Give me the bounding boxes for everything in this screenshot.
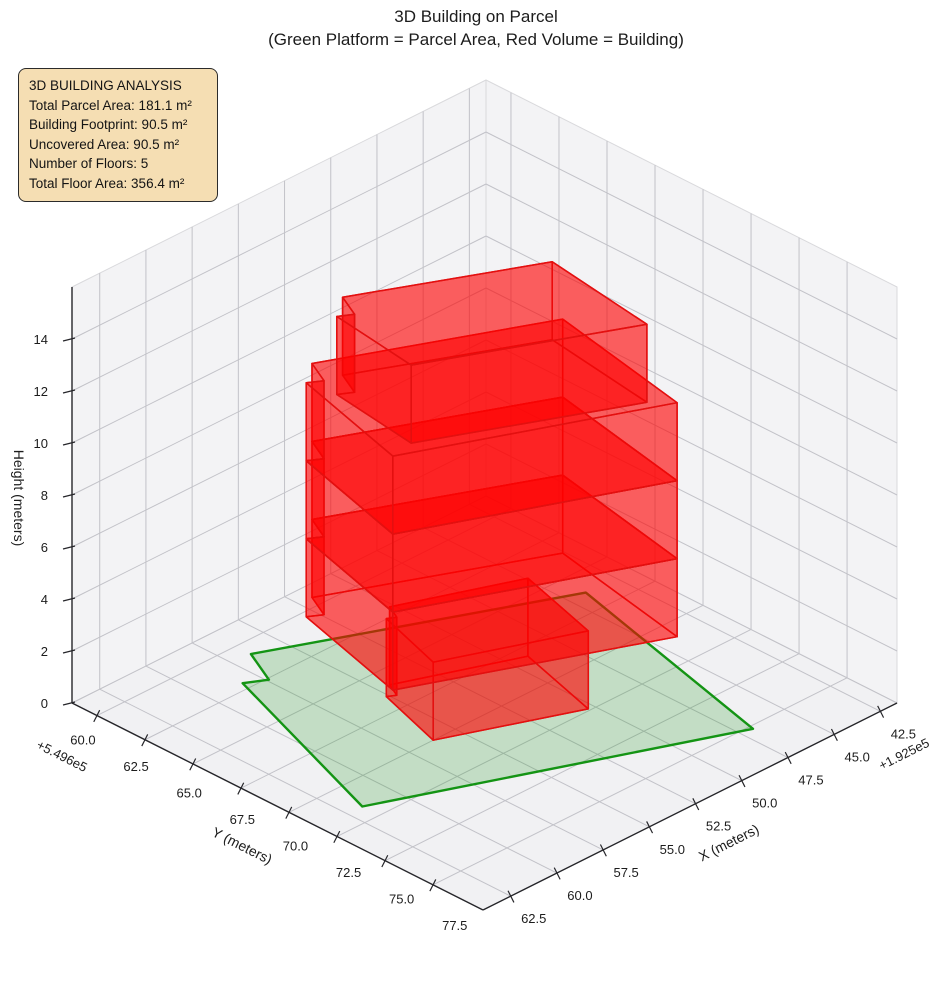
- z-tick-label: 2: [41, 644, 48, 659]
- info-uncovered-area: Uncovered Area: 90.5 m²: [29, 136, 180, 152]
- info-total-floor-area: Total Floor Area: 356.4 m²: [29, 175, 185, 191]
- y-axis-line: [71, 702, 484, 911]
- y-tick-mark: [333, 830, 341, 844]
- grid-line-z-right: [485, 287, 898, 496]
- analysis-info-box: 3D BUILDING ANALYSIS Total Parcel Area: …: [18, 68, 218, 202]
- plot-title: 3D Building on Parcel: [394, 7, 557, 26]
- grid-line-z-right: [485, 391, 898, 600]
- grid-line-z-right: [485, 495, 898, 704]
- z-tick-mark: [62, 597, 76, 602]
- grid-line-z-right: [485, 235, 898, 444]
- grid-line-z-left: [71, 235, 487, 444]
- z-tick-mark: [62, 389, 76, 394]
- building-floor-5-front-right: [410, 323, 648, 444]
- y-axis-label: Y (meters): [210, 824, 275, 868]
- z-tick-mark: [62, 337, 76, 342]
- grid-line-z-left: [71, 391, 487, 600]
- z-tick-label: 10: [34, 436, 48, 451]
- z-tick-label: 0: [41, 696, 48, 711]
- grid-line-x: [238, 619, 650, 828]
- x-tick-label: 47.5: [798, 773, 823, 788]
- grid-line-z-right: [485, 339, 898, 548]
- building-floor-4-front-right: [392, 401, 678, 535]
- grid-line-z-left: [71, 287, 487, 496]
- x-tick-label: 42.5: [891, 726, 916, 741]
- grid-line-x: [145, 665, 558, 874]
- grid-line-y: [288, 604, 704, 813]
- y-tick-label: 67.5: [230, 812, 255, 827]
- grid-line-z-left: [71, 443, 487, 652]
- x-tick-label: 57.5: [613, 865, 638, 880]
- grid-line-z-right: [485, 131, 898, 340]
- x-tick-mark: [877, 705, 885, 718]
- grid-line-x: [284, 596, 696, 805]
- grid-line-x: [330, 573, 742, 782]
- grid-line-z-left: [71, 495, 487, 704]
- x-tick-mark: [599, 844, 607, 857]
- z-tick-label: 6: [41, 540, 48, 555]
- info-number-of-floors: Number of Floors: 5: [29, 156, 149, 171]
- z-tick-label: 8: [41, 488, 48, 503]
- z-tick-mark: [62, 649, 76, 654]
- z-tick-mark: [62, 441, 76, 446]
- z-tick-mark: [62, 701, 76, 706]
- grid-line-y: [192, 556, 608, 765]
- grid-line-z-right: [485, 443, 898, 652]
- grid-line-z-left: [71, 183, 487, 392]
- grid-line-z-left: [71, 339, 487, 548]
- y-tick-mark: [285, 806, 293, 819]
- x-tick-mark: [646, 821, 654, 834]
- x-tick-label: 60.0: [567, 888, 592, 903]
- z-tick-label: 14: [34, 332, 48, 347]
- x-tick-label: 52.5: [706, 819, 731, 834]
- x-tick-mark: [830, 728, 838, 741]
- x-tick-label: 50.0: [752, 796, 777, 811]
- building-floor-1-front-right: [432, 630, 590, 741]
- grid-line-z-left: [71, 131, 487, 340]
- grid-line-y: [432, 677, 848, 886]
- z-tick-label: 4: [41, 592, 48, 607]
- y-tick-mark: [237, 782, 245, 795]
- grid-line-x: [469, 503, 881, 712]
- y-tick-label: 60.0: [70, 733, 95, 748]
- x-tick-mark: [738, 774, 746, 788]
- y-tick-label: 75.0: [389, 891, 414, 906]
- y-tick-mark: [381, 854, 389, 868]
- y-tick-label: 72.5: [336, 865, 361, 880]
- y-tick-mark: [429, 879, 437, 892]
- x-axis-line: [482, 702, 898, 911]
- x-tick-label: 45.0: [845, 749, 870, 764]
- x-tick-mark: [692, 798, 700, 811]
- grid-line-x: [422, 526, 835, 735]
- y-tick-mark: [93, 709, 101, 723]
- axes3d: 42.5 45.0 47.5 50.0 52.5 55.0 57.5 60.0 62.5 60.0…: [34, 79, 916, 933]
- grid-line-y: [336, 629, 752, 837]
- grid-line-y: [384, 653, 800, 862]
- info-building-footprint: Building Footprint: 90.5 m²: [29, 117, 188, 132]
- z-tick-mark: [62, 545, 76, 550]
- z-tick-label: 12: [34, 384, 48, 399]
- x-tick-mark: [784, 751, 792, 765]
- grid-line-z-right: [485, 183, 898, 392]
- y-tick-label: 62.5: [123, 759, 148, 774]
- z-tick-mark: [62, 493, 76, 498]
- y-tick-label: 65.0: [177, 786, 202, 801]
- x-tick-mark: [507, 890, 515, 903]
- x-tick-mark: [553, 867, 561, 880]
- grid-line-x: [191, 642, 604, 851]
- grid-line-y: [96, 508, 512, 717]
- y-tick-label: 70.0: [283, 839, 308, 854]
- plot-subtitle: (Green Platform = Parcel Area, Red Volum…: [268, 30, 684, 49]
- z-axis-label: Height (meters): [11, 450, 27, 546]
- y-tick-mark: [189, 758, 197, 771]
- info-box-title: 3D BUILDING ANALYSIS: [29, 78, 182, 93]
- info-parcel-area: Total Parcel Area: 181.1 m²: [29, 97, 192, 113]
- x-tick-label: 55.0: [660, 842, 685, 857]
- x-tick-label: 62.5: [521, 911, 546, 926]
- y-tick-mark: [141, 734, 149, 747]
- grid-line-x: [99, 688, 511, 897]
- y-tick-label: 77.5: [442, 918, 467, 933]
